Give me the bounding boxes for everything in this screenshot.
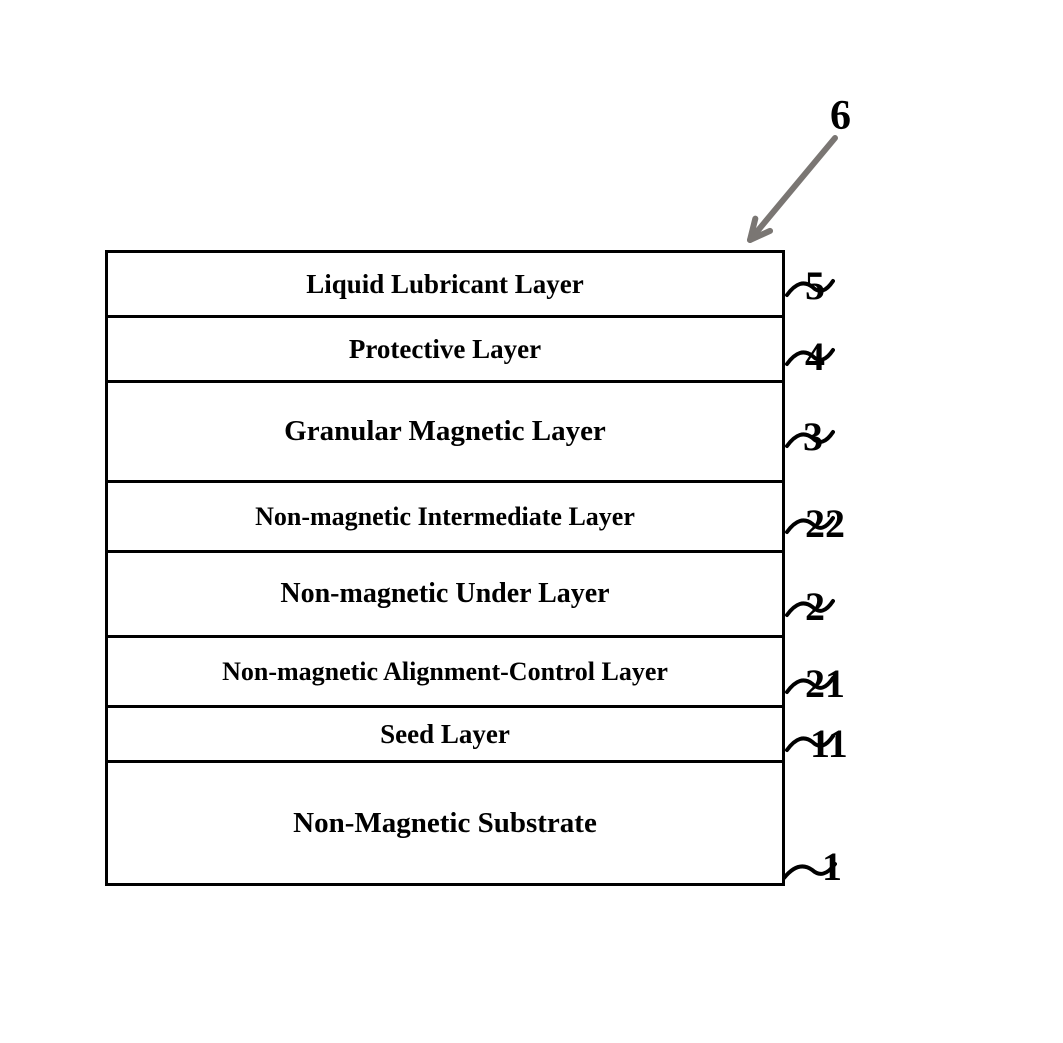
reference-text: 21 bbox=[805, 661, 845, 706]
reference-number: 1 bbox=[822, 843, 842, 890]
layer-row: Liquid Lubricant Layer bbox=[108, 253, 782, 318]
layer-label: Non-magnetic Intermediate Layer bbox=[255, 502, 635, 532]
layer-row: Granular Magnetic Layer bbox=[108, 383, 782, 483]
layer-label: Granular Magnetic Layer bbox=[284, 415, 606, 448]
layer-label: Non-magnetic Alignment-Control Layer bbox=[222, 657, 668, 687]
reference-number: 3 bbox=[803, 413, 823, 460]
reference-text: 2 bbox=[805, 584, 825, 629]
reference-number: 2 bbox=[805, 583, 825, 630]
reference-text: 4 bbox=[805, 334, 825, 379]
reference-text: 1 bbox=[822, 844, 842, 889]
layer-label: Non-magnetic Under Layer bbox=[280, 578, 609, 610]
layer-label: Protective Layer bbox=[349, 334, 541, 365]
reference-number: 11 bbox=[810, 720, 848, 767]
pointer-arrow bbox=[730, 118, 855, 260]
layer-stack: Liquid Lubricant Layer Protective Layer Gr… bbox=[105, 250, 785, 886]
layer-label: Non-Magnetic Substrate bbox=[293, 807, 597, 840]
layer-row: Non-magnetic Under Layer bbox=[108, 553, 782, 638]
layer-row: Non-Magnetic Substrate bbox=[108, 763, 782, 883]
reference-text: 5 bbox=[805, 263, 825, 308]
reference-text: 3 bbox=[803, 414, 823, 459]
reference-number: 22 bbox=[805, 500, 845, 547]
layer-label: Seed Layer bbox=[380, 719, 510, 750]
layer-row: Non-magnetic Intermediate Layer bbox=[108, 483, 782, 553]
reference-number: 4 bbox=[805, 333, 825, 380]
reference-number: 5 bbox=[805, 262, 825, 309]
layer-label: Liquid Lubricant Layer bbox=[306, 269, 584, 300]
layer-row: Seed Layer bbox=[108, 708, 782, 763]
layer-row: Non-magnetic Alignment-Control Layer bbox=[108, 638, 782, 708]
reference-text: 11 bbox=[810, 721, 848, 766]
layer-row: Protective Layer bbox=[108, 318, 782, 383]
reference-number: 21 bbox=[805, 660, 845, 707]
reference-text: 22 bbox=[805, 501, 845, 546]
